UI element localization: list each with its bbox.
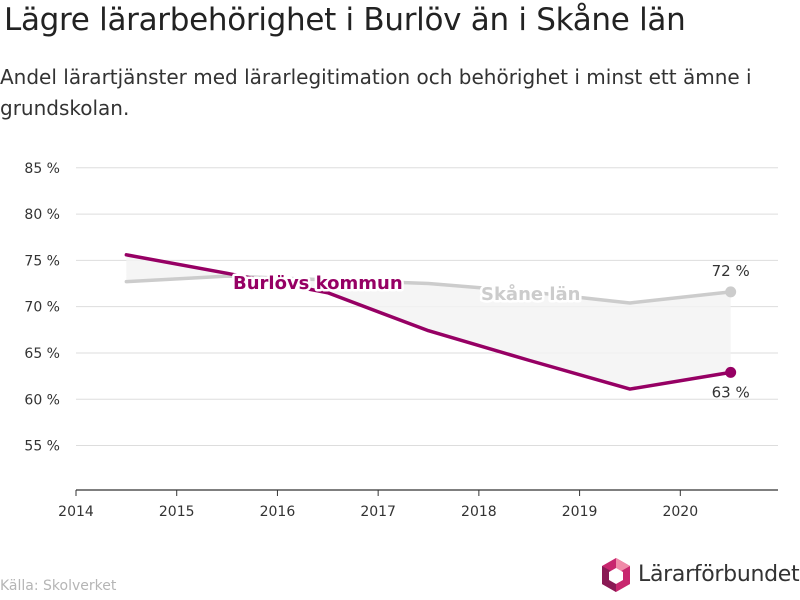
gap-area [126,254,731,390]
y-tick-label: 55 % [24,439,60,455]
y-tick-label: 65 % [24,346,60,362]
y-tick-label: 70 % [24,300,60,316]
burlov-end-label: 63 % [712,383,750,401]
x-tick-label: 2014 [58,504,94,520]
y-tick-label: 60 % [24,392,60,408]
x-tick-label: 2015 [159,504,195,520]
source-note: Källa: Skolverket [0,578,117,594]
y-tick-label: 75 % [24,253,60,269]
x-tick-label: 2018 [461,504,497,520]
skane-series-label: Skåne län [481,283,581,305]
chart-title: Lägre lärarbehörighet i Burlöv än i Skån… [4,2,686,38]
skane-line [124,274,733,305]
brand-hexagon-icon [602,558,630,592]
burlov-series-label: Burlövs kommun [233,273,403,294]
x-tick-label: 2016 [260,504,296,520]
x-tick-label: 2019 [562,504,598,520]
burlov-line [124,253,733,391]
burlov-end-marker [725,366,737,378]
skane-end-marker [725,286,737,298]
y-tick-label: 80 % [24,207,60,223]
x-tick-label: 2017 [360,504,396,520]
x-tick-label: 2020 [662,504,698,520]
skane-end-label: 72 % [712,262,750,280]
chart-subtitle: Andel lärartjänster med lärarlegitimatio… [0,65,752,120]
y-tick-label: 85 % [24,161,60,177]
brand-name: Lärarförbundet [638,562,800,587]
brand-logo: Lärarförbundet [600,556,800,596]
